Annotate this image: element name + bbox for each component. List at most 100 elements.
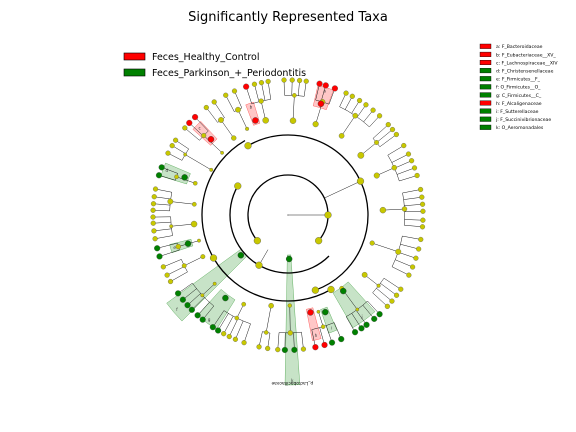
taxa-key-swatch <box>479 60 492 66</box>
clade-label-layer: p_Lactobacillaceae <box>271 380 313 386</box>
tree-node <box>395 248 402 255</box>
tree-node <box>369 240 375 246</box>
taxa-key-label: f: O_Firmicutes__O_ <box>496 85 541 91</box>
tree-node <box>361 271 368 278</box>
tree-leaf-node <box>409 158 415 164</box>
tree-branch <box>237 109 248 129</box>
clade-highlight-letter: d <box>166 168 169 173</box>
clade-highlight-wedge <box>306 307 322 341</box>
taxa-key-swatch <box>479 124 492 130</box>
named-clade-label: p_Lactobacillaceae <box>271 380 313 386</box>
tree-leaf-node <box>289 77 295 83</box>
tree-leaf-node <box>275 347 281 353</box>
tree-branch <box>225 95 235 112</box>
tree-node <box>200 293 205 298</box>
tree-node <box>174 174 179 180</box>
tree-leaf-node <box>281 77 287 83</box>
tree-leaf-node <box>265 345 271 352</box>
tree-node <box>324 211 332 219</box>
tree-leaf-node <box>150 220 156 226</box>
tree-leaf-node <box>158 164 165 171</box>
tree-node <box>262 117 269 124</box>
tree-node <box>255 261 263 269</box>
taxa-key-label: k: O_Aeromonadales <box>496 125 544 131</box>
tree-branch <box>153 203 170 206</box>
tree-highlight-node <box>237 252 245 259</box>
tree-leaf-node <box>154 245 161 252</box>
tree-leaf-node <box>411 165 418 171</box>
tree-leaf-node <box>401 142 407 149</box>
tree-branch <box>220 119 234 139</box>
tree-leaf-node <box>420 208 426 214</box>
tree-leaf-node <box>151 228 157 234</box>
tree-leaf-node <box>243 83 250 90</box>
tree-branch <box>206 107 218 123</box>
tree-leaf-node <box>155 172 163 179</box>
tree-node <box>212 281 217 286</box>
tree-leaf-node <box>419 201 426 207</box>
tree-leaf-node <box>199 316 206 323</box>
tree-branch <box>153 221 171 224</box>
clade-highlight-letter: c <box>198 125 200 130</box>
tree-leaf-node <box>303 78 309 84</box>
tree-branch <box>229 318 239 337</box>
tree-branch <box>394 160 412 169</box>
clade-highlight-letter: h <box>315 333 318 338</box>
tree-node <box>191 201 197 207</box>
tree-branch <box>235 320 244 340</box>
tree-branch <box>267 81 271 100</box>
tree-node <box>167 198 174 205</box>
taxa-key-label: d: F_Christensenellaceae <box>496 69 554 75</box>
tree-node <box>253 237 261 245</box>
tree-branch <box>277 332 280 350</box>
tree-branch <box>400 244 419 250</box>
cladogram: a b c d e f g h i j k p_Lactobacillaceae <box>150 77 426 386</box>
tree-highlight-node <box>181 174 188 181</box>
clade-highlight-wedge <box>160 162 191 185</box>
tree-branch <box>184 256 203 266</box>
tree-branch <box>223 316 234 334</box>
tree-leaf-node <box>226 333 232 340</box>
tree-branch <box>163 259 182 268</box>
tree-branch <box>167 266 185 276</box>
tree-branch <box>155 188 172 193</box>
clade-highlight-letter: k <box>291 378 294 383</box>
tree-leaf-node <box>167 278 174 285</box>
tree-branch <box>254 84 260 102</box>
tree-node <box>315 237 323 245</box>
clade-highlight-letter: f <box>176 307 178 312</box>
clade-highlight-letter: e <box>173 245 176 250</box>
tree-leaf-node <box>151 194 157 200</box>
taxa-key-label: c: F_Lachnospiraceae__XIV <box>496 60 558 66</box>
tree-node <box>231 135 237 141</box>
tree-leaf-node <box>256 344 262 350</box>
tree-leaf-node <box>265 78 271 85</box>
tree-branch <box>402 235 421 240</box>
tree-leaf-node <box>150 201 157 207</box>
tree-branch <box>380 283 397 296</box>
tree-highlight-node <box>184 240 192 247</box>
tree-branch <box>341 115 356 136</box>
tree-branch <box>289 305 291 333</box>
tree-leaf-node <box>179 296 186 303</box>
tree-leaf-node <box>406 272 412 278</box>
tree-node <box>218 117 224 123</box>
tree-leaf-node <box>150 207 156 213</box>
taxa-key-swatch <box>479 100 492 106</box>
tree-node <box>327 285 335 294</box>
tree-node <box>268 302 274 309</box>
tree-node <box>391 164 398 171</box>
taxa-key-swatch <box>479 92 492 98</box>
taxa-key-swatch <box>479 76 492 82</box>
tree-branch <box>265 305 272 333</box>
node-layer <box>150 77 426 354</box>
tree-node <box>355 307 360 312</box>
tree-leaf-node <box>291 346 298 353</box>
tree-branch <box>170 271 188 282</box>
tree-branch <box>372 292 388 307</box>
tree-node <box>193 181 198 186</box>
tree-node <box>292 93 297 98</box>
tree-node <box>190 220 198 228</box>
tree-branch <box>185 154 212 171</box>
taxa-key-label: g: C_Firmicutes__C_ <box>496 93 542 99</box>
